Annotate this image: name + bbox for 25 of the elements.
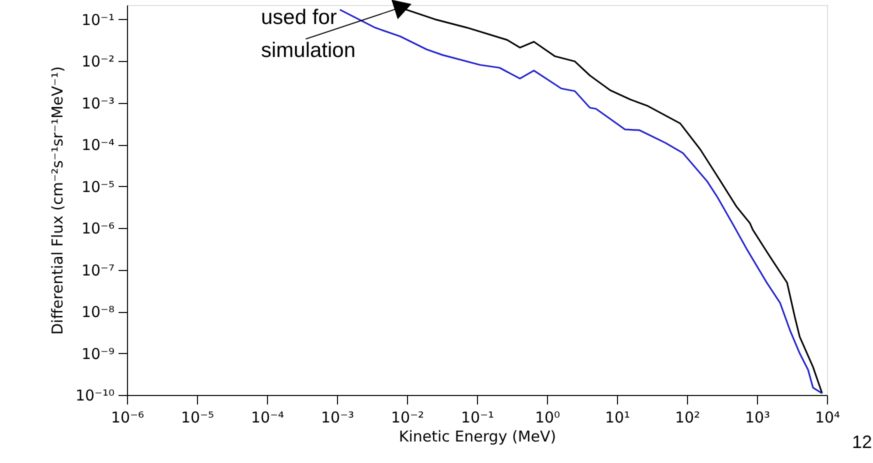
y-tick-label: 10⁻¹⁰ (75, 386, 114, 404)
y-tick-label: 10⁻⁵ (81, 178, 114, 196)
x-tick-label: 10⁻¹ (460, 408, 494, 426)
x-tick-label: 10⁻⁵ (180, 408, 214, 426)
x-tick-label: 10⁻⁴ (250, 408, 284, 426)
x-tick-label: 10⁴ (814, 408, 840, 426)
x-tick-label: 10² (674, 408, 700, 426)
x-tick-label: 10¹ (604, 408, 630, 426)
x-axis-title: Kinetic Energy (MeV) (398, 428, 556, 446)
y-tick-label: 10⁻⁸ (81, 303, 114, 322)
y-tick-label: 10⁻¹ (81, 10, 114, 29)
x-tick-label: 10⁰ (534, 408, 560, 426)
x-tick-label: 10³ (744, 408, 770, 426)
x-tick-label: 10⁻⁶ (110, 408, 144, 426)
y-tick-label: 10⁻⁹ (81, 344, 114, 363)
y-tick-label: 10⁻⁷ (81, 261, 114, 280)
annotation: used for simulation (261, 6, 356, 62)
y-axis-title: Differential Flux (cm⁻²s⁻¹sr⁻¹MeV⁻¹) (48, 66, 66, 335)
text: 12 (852, 432, 872, 452)
y-tick-label: 10⁻⁶ (81, 220, 114, 238)
y-tick-label: 10⁻³ (81, 94, 114, 112)
y-tick-label: 10⁻⁴ (81, 136, 114, 154)
x-tick-label: 10⁻³ (320, 408, 354, 426)
y-tick-label: 10⁻² (81, 52, 114, 71)
x-tick-label: 10⁻² (390, 408, 424, 426)
